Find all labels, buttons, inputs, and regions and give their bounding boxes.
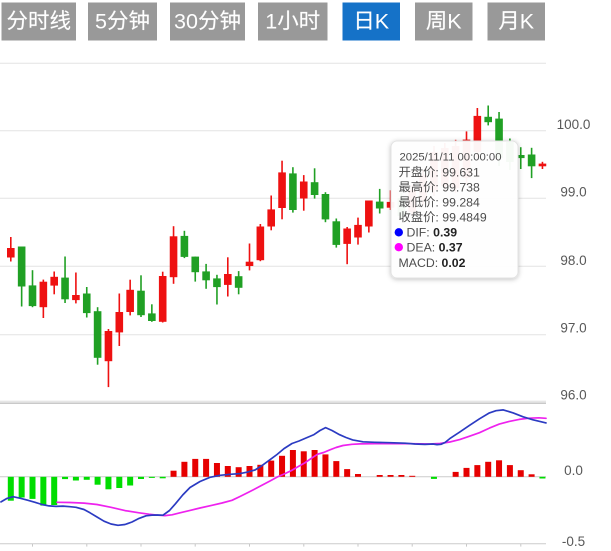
svg-text:K: K bbox=[447, 10, 462, 34]
svg-text:: 99.631: : 99.631 bbox=[435, 165, 480, 179]
svg-text:1: 1 bbox=[265, 10, 277, 34]
svg-text:96.0: 96.0 bbox=[560, 388, 586, 403]
svg-text:K: K bbox=[520, 10, 535, 34]
svg-text:5: 5 bbox=[95, 10, 107, 34]
svg-text:DEA: 0.37: DEA: 0.37 bbox=[407, 241, 463, 255]
svg-text:0.0: 0.0 bbox=[564, 463, 583, 478]
svg-text:: 99.4849: : 99.4849 bbox=[435, 210, 486, 224]
svg-text:100.0: 100.0 bbox=[557, 117, 591, 132]
svg-text:97.0: 97.0 bbox=[560, 321, 586, 336]
svg-text:: 99.284: : 99.284 bbox=[435, 195, 480, 209]
svg-text:: 99.738: : 99.738 bbox=[435, 180, 480, 194]
svg-text:MACD: 0.02: MACD: 0.02 bbox=[399, 256, 466, 270]
svg-text:-0.5: -0.5 bbox=[562, 534, 585, 549]
svg-text:K: K bbox=[375, 10, 390, 34]
svg-text:98.0: 98.0 bbox=[560, 253, 586, 268]
svg-text:30: 30 bbox=[174, 10, 198, 34]
svg-text:2025/11/11 00:00:00: 2025/11/11 00:00:00 bbox=[400, 151, 502, 163]
svg-text:DIF: 0.39: DIF: 0.39 bbox=[407, 226, 458, 240]
svg-text:99.0: 99.0 bbox=[560, 185, 586, 200]
